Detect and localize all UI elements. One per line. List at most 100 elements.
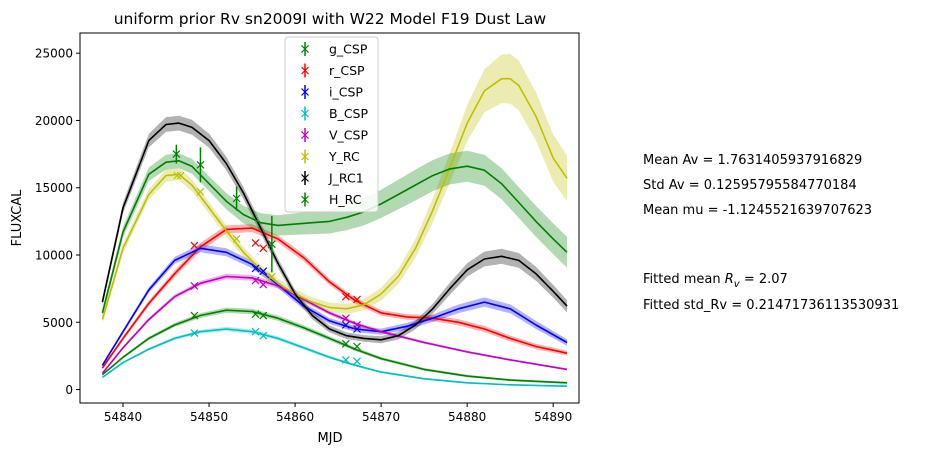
obs-point-b-csp [353, 357, 361, 366]
legend-label: g_CSP [329, 42, 368, 57]
obs-point-r-csp [353, 295, 361, 304]
obs-point-y-rc [196, 187, 205, 196]
legend-entry: J_RC1 [301, 171, 364, 186]
line-h-rc [101, 160, 568, 314]
obs-point-g-csp [341, 339, 350, 348]
legend-entry: g_CSP [301, 42, 368, 57]
legend-entry: i_CSP [301, 85, 363, 100]
line-i-csp [101, 247, 568, 366]
x-tick-label: 54860 [276, 410, 314, 424]
x-axis-ticks: 54840 54850 54860 54870 54880 54890 [104, 403, 572, 424]
legend-marker [301, 195, 309, 204]
obs-marker [190, 329, 199, 337]
obs-point-y-rc [176, 171, 185, 180]
legend-entry: V_CSP [301, 128, 368, 143]
obs-marker [259, 331, 268, 340]
y-tick-label: 0 [65, 383, 73, 397]
legend-label: H_RC [329, 192, 362, 207]
obs-marker [196, 187, 205, 196]
mean-mu-text: Mean mu = -1.1245521639707623 [643, 203, 873, 218]
obs-point-b-csp [341, 356, 350, 364]
obs-marker [190, 311, 199, 320]
obs-marker [341, 356, 350, 364]
obs-marker [259, 311, 268, 320]
obs-point-i-csp [251, 264, 260, 273]
mean-av-text: Mean Av = 1.7631405937916829 [643, 153, 863, 168]
legend-box [284, 36, 379, 213]
observations [172, 144, 361, 366]
obs-point-r-csp [190, 241, 199, 250]
obs-point-v-csp [190, 282, 199, 290]
obs-point-i-csp [259, 267, 268, 276]
obs-point-h-rc [232, 186, 241, 211]
x-tick-label: 54850 [190, 410, 228, 424]
legend-marker [301, 109, 309, 118]
obs-point-h-rc [196, 147, 205, 183]
line-v-csp [101, 275, 568, 374]
y-tick-label: 10000 [35, 249, 73, 263]
legend-marker [301, 88, 309, 96]
legend-label: J_RC1 [328, 171, 364, 186]
legend-entry: Y_RC [301, 149, 360, 164]
obs-point-h-rc [267, 215, 276, 273]
plot-frame [79, 32, 580, 404]
obs-marker [251, 264, 260, 273]
line-j-rc1 [101, 122, 568, 341]
legend-entry: H_RC [301, 192, 362, 207]
obs-point-b-csp [251, 327, 260, 336]
band-r-csp [102, 224, 568, 370]
legend-entry: r_CSP [301, 63, 365, 78]
obs-point-g-csp [259, 311, 268, 320]
obs-point-r-csp [341, 292, 350, 301]
obs-marker [259, 244, 268, 253]
y-tick-label: 15000 [35, 181, 73, 195]
line-g-csp [101, 309, 568, 384]
line-r-csp [101, 227, 568, 369]
obs-point-v-csp [251, 276, 260, 285]
obs-marker [259, 267, 268, 276]
obs-marker [341, 314, 350, 323]
obs-point-b-csp [259, 331, 268, 340]
fitted-rv-value: = 2.07 [739, 272, 788, 287]
line-y-rc [101, 77, 568, 320]
chart-title: uniform prior Rv sn2009I with W22 Model … [114, 10, 547, 28]
obs-marker [341, 321, 350, 329]
obs-marker [176, 171, 185, 180]
x-axis-label: MJD [317, 431, 342, 446]
obs-marker [353, 321, 361, 329]
x-tick-label: 54880 [448, 410, 486, 424]
legend-label: i_CSP [329, 85, 363, 100]
obs-marker [259, 280, 268, 289]
fitted-rv-symbol: R [724, 272, 734, 287]
legend-marker [301, 66, 309, 75]
y-tick-label: 20000 [35, 114, 73, 128]
obs-point-r-csp [251, 238, 260, 247]
obs-marker [190, 282, 199, 290]
legend-label: r_CSP [329, 63, 365, 78]
legend-marker [301, 45, 309, 53]
obs-marker [251, 327, 260, 336]
legend-marker [301, 131, 309, 139]
obs-marker [353, 295, 361, 304]
obs-point-y-rc [173, 171, 182, 180]
legend-label: B_CSP [329, 106, 368, 121]
obs-point-y-rc [232, 234, 241, 243]
band-v-csp [102, 273, 568, 375]
x-tick-label: 54890 [534, 410, 572, 424]
y-tick-label: 25000 [35, 47, 73, 61]
obs-marker [251, 310, 260, 319]
line-b-csp [101, 328, 568, 387]
y-axis-label: FLUXCAL [10, 189, 25, 247]
obs-marker [190, 241, 199, 250]
obs-point-v-csp [259, 280, 268, 289]
legend-entry: B_CSP [301, 106, 368, 121]
fitted-rv-subscript: v [733, 278, 740, 290]
obs-marker [173, 171, 182, 180]
obs-marker [251, 276, 260, 285]
obs-marker [232, 234, 241, 243]
y-tick-label: 5000 [42, 316, 73, 330]
obs-point-y-rc [267, 272, 276, 281]
obs-marker [341, 292, 350, 301]
obs-point-b-csp [190, 329, 199, 337]
